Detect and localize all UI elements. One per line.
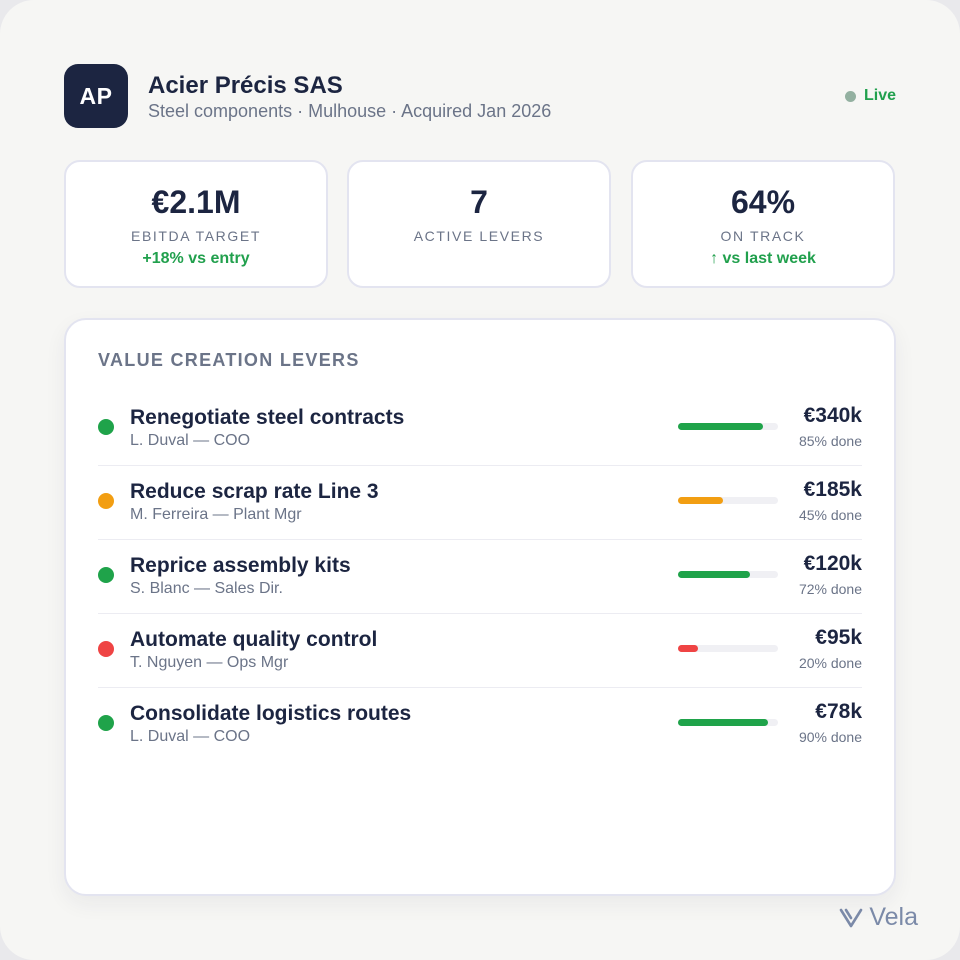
lever-amount: €78k xyxy=(815,700,862,723)
lever-list: Renegotiate steel contracts L. Duval — C… xyxy=(98,392,862,761)
kpi-label: EBITDA TARGET xyxy=(131,228,261,244)
lever-status-dot-icon xyxy=(98,567,114,583)
lever-row[interactable]: Renegotiate steel contracts L. Duval — C… xyxy=(98,392,862,466)
levers-panel: VALUE CREATION LEVERS Renegotiate steel … xyxy=(64,318,896,896)
status-badge: Live xyxy=(844,87,896,105)
lever-progress-bar xyxy=(678,497,778,504)
kpi-card-on-track: 64% ON TRACK ↑ vs last week xyxy=(631,160,895,288)
lever-owner: M. Ferreira — Plant Mgr xyxy=(130,506,302,523)
lever-progress-text: 45% done xyxy=(798,507,862,523)
lever-progress-text: 90% done xyxy=(798,729,862,745)
lever-owner: L. Duval — COO xyxy=(130,432,251,449)
kpi-card-active-levers: 7 ACTIVE LEVERS xyxy=(347,160,611,288)
lever-amount: €340k xyxy=(803,404,862,427)
lever-progress-bar xyxy=(678,571,778,578)
lever-progress-fill xyxy=(678,645,698,652)
company-subtitle: Steel components · Mulhouse · Acquired J… xyxy=(148,101,552,121)
lever-name: Reprice assembly kits xyxy=(130,554,351,577)
lever-row[interactable]: Reprice assembly kits S. Blanc — Sales D… xyxy=(98,540,862,614)
status-dot-icon xyxy=(844,90,856,102)
lever-row[interactable]: Automate quality control T. Nguyen — Ops… xyxy=(98,614,862,688)
lever-progress-text: 85% done xyxy=(798,433,862,449)
company-header: AP Acier Précis SAS Steel components · M… xyxy=(64,64,896,128)
lever-progress-bar xyxy=(678,719,778,726)
panel-title: VALUE CREATION LEVERS xyxy=(98,350,360,370)
status-label: Live xyxy=(863,87,896,104)
lever-progress-fill xyxy=(678,423,763,430)
lever-status-dot-icon xyxy=(98,419,114,435)
lever-name: Consolidate logistics routes xyxy=(130,702,412,725)
lever-status-dot-icon xyxy=(98,715,114,731)
vela-logo-icon xyxy=(839,907,863,929)
kpi-delta: +18% vs entry xyxy=(142,250,250,267)
kpi-label: ON TRACK xyxy=(720,228,806,244)
kpi-label: ACTIVE LEVERS xyxy=(413,228,545,244)
lever-owner: L. Duval — COO xyxy=(130,728,251,745)
company-avatar: AP xyxy=(64,64,128,128)
lever-row[interactable]: Reduce scrap rate Line 3 M. Ferreira — P… xyxy=(98,466,862,540)
lever-name: Renegotiate steel contracts xyxy=(130,406,405,429)
company-name: Acier Précis SAS xyxy=(148,72,343,99)
lever-amount: €95k xyxy=(815,626,862,649)
lever-progress-fill xyxy=(678,719,768,726)
lever-status-dot-icon xyxy=(98,641,114,657)
lever-owner: S. Blanc — Sales Dir. xyxy=(130,580,283,597)
lever-progress-text: 20% done xyxy=(798,655,862,671)
kpi-card-ebitda-target: €2.1M EBITDA TARGET +18% vs entry xyxy=(64,160,328,288)
lever-progress-bar xyxy=(678,645,778,652)
lever-owner: T. Nguyen — Ops Mgr xyxy=(130,654,289,671)
lever-name: Reduce scrap rate Line 3 xyxy=(130,480,379,503)
brand-footer: Vela xyxy=(839,903,918,932)
brand-name: Vela xyxy=(869,903,918,931)
kpi-value: €2.1M xyxy=(151,184,241,220)
lever-progress-bar xyxy=(678,423,778,430)
kpi-delta: ↑ vs last week xyxy=(710,250,816,267)
lever-progress-fill xyxy=(678,497,723,504)
kpi-value: 64% xyxy=(730,184,796,220)
lever-progress-fill xyxy=(678,571,750,578)
kpi-value: 7 xyxy=(470,184,488,220)
lever-row[interactable]: Consolidate logistics routes L. Duval — … xyxy=(98,688,862,761)
lever-status-dot-icon xyxy=(98,493,114,509)
lever-progress-text: 72% done xyxy=(798,581,862,597)
lever-amount: €120k xyxy=(803,552,862,575)
lever-amount: €185k xyxy=(803,478,862,501)
lever-name: Automate quality control xyxy=(130,628,378,651)
